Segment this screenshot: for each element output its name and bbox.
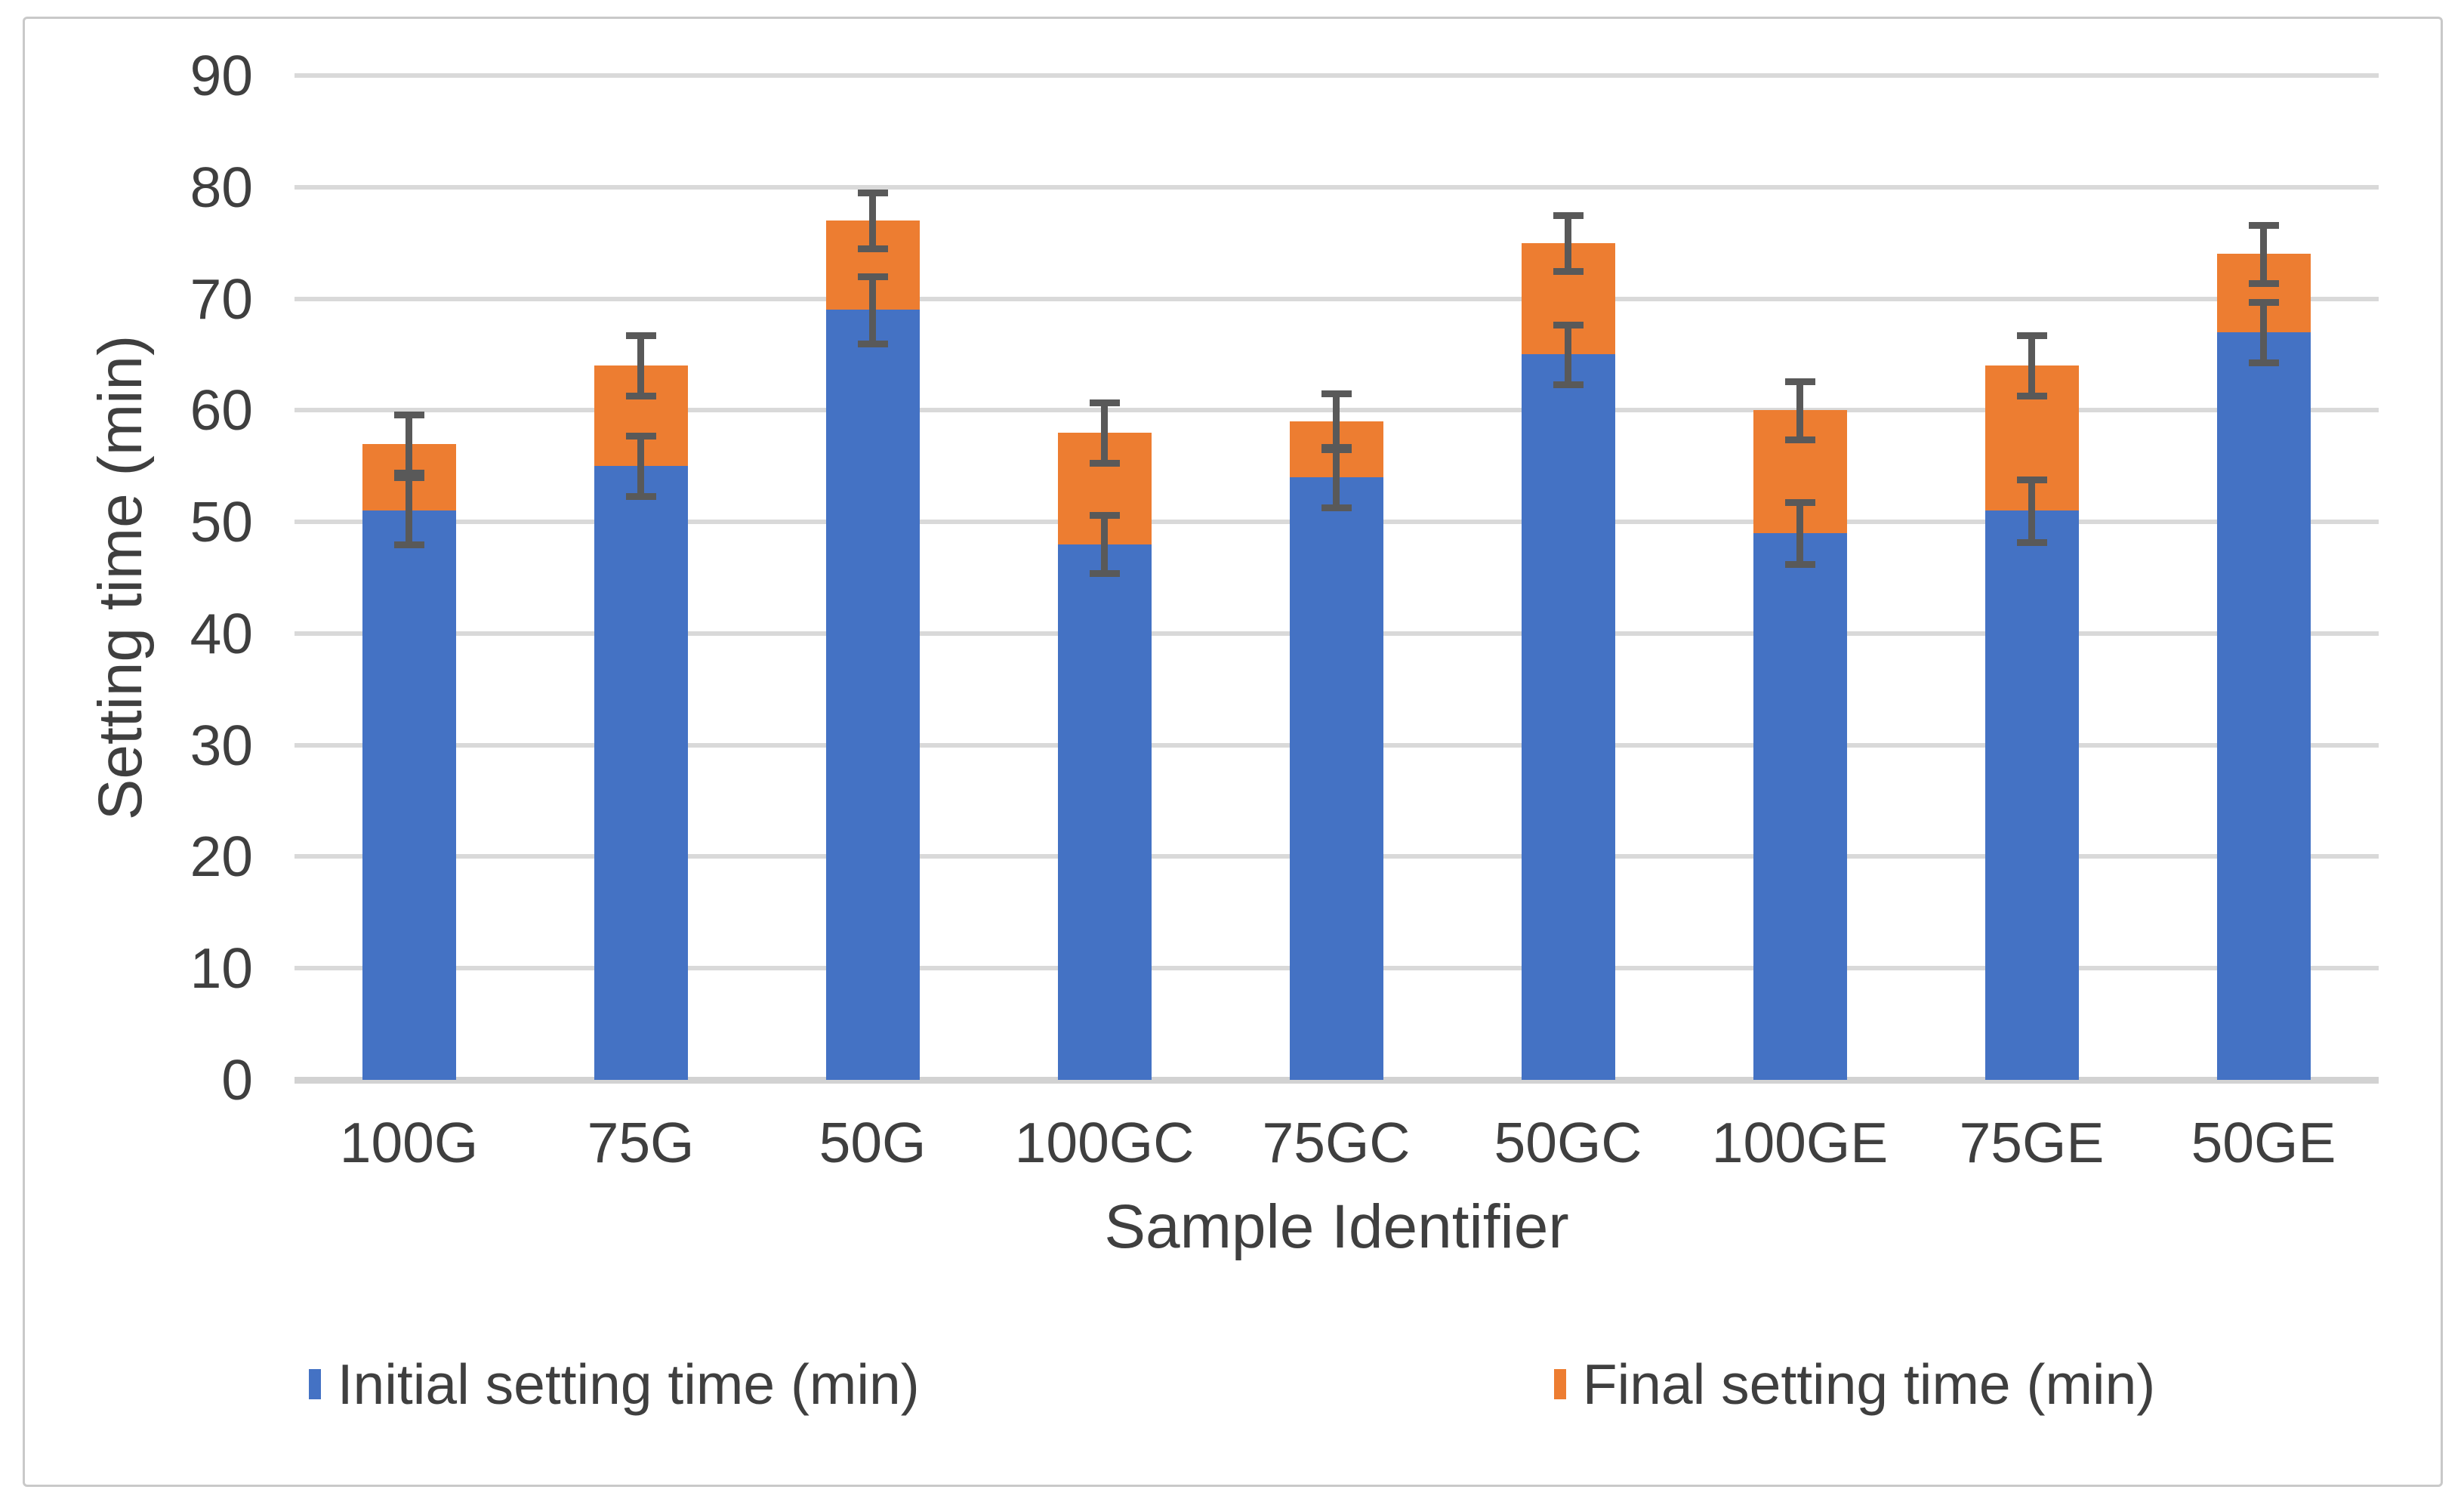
error-bar-50GC-final-cap-bottom xyxy=(1553,267,1584,275)
error-bar-75GC-initial-line xyxy=(1333,447,1340,507)
error-bar-75G-final-cap-bottom xyxy=(625,393,656,400)
bar-50GE-initial-segment xyxy=(2216,332,2311,1080)
x-tick-label-50G: 50G xyxy=(819,1111,927,1174)
bar-100GE-initial-segment xyxy=(1753,532,1847,1080)
error-bar-100G-final-line xyxy=(406,415,412,473)
error-bar-75GE-initial-cap-top xyxy=(2016,476,2047,483)
y-tick-label: 20 xyxy=(190,825,253,889)
error-bar-75G-initial-line xyxy=(637,436,644,497)
legend-swatch-icon xyxy=(1553,1369,1566,1399)
x-tick-label-50GE: 50GE xyxy=(2191,1111,2336,1174)
error-bar-100GE-final-line xyxy=(1796,381,1803,439)
error-bar-75G-initial-cap-top xyxy=(625,433,656,440)
error-bar-50GE-initial-line xyxy=(2260,301,2267,362)
error-bar-100G-initial-cap-top xyxy=(393,474,424,481)
figure-border xyxy=(23,17,2443,1487)
bar-75G-initial-segment xyxy=(594,466,688,1080)
error-bar-50GE-final-cap-top xyxy=(2248,222,2279,230)
legend-label: Initial setting time (min) xyxy=(337,1352,920,1416)
error-bar-100GE-initial-line xyxy=(1796,501,1803,565)
error-bar-75GC-initial-cap-bottom xyxy=(1321,504,1352,511)
bar-75GC-initial-segment xyxy=(1289,477,1383,1080)
error-bar-100GE-final-cap-top xyxy=(1784,378,1815,385)
error-bar-50G-final-cap-top xyxy=(857,190,888,197)
error-bar-75GC-final-line xyxy=(1333,393,1340,450)
error-bar-50G-final-cap-bottom xyxy=(857,245,888,253)
y-tick-label: 30 xyxy=(190,713,253,777)
legend-swatch-icon xyxy=(308,1369,321,1399)
x-tick-label-100G: 100G xyxy=(339,1111,479,1174)
error-bar-100GC-initial-cap-top xyxy=(1089,512,1120,520)
x-tick-label-75GE: 75GE xyxy=(1959,1111,2105,1174)
error-bar-50GE-final-cap-bottom xyxy=(2248,279,2279,287)
error-bar-100GE-final-cap-bottom xyxy=(1784,436,1815,443)
y-tick-label: 90 xyxy=(190,44,253,107)
error-bar-75GE-final-line xyxy=(2028,335,2035,396)
error-bar-50GC-final-line xyxy=(1565,214,1571,271)
error-bar-75GE-initial-cap-bottom xyxy=(2016,538,2047,546)
x-axis-title: Sample Identifier xyxy=(1104,1192,1569,1261)
legend: Initial setting time (min) Final setting … xyxy=(0,1352,2464,1417)
y-tick-label: 0 xyxy=(221,1048,253,1112)
error-bar-75GE-final-cap-top xyxy=(2016,332,2047,340)
error-bar-75G-final-cap-top xyxy=(625,332,656,340)
gridline xyxy=(295,296,2379,301)
error-bar-50GC-initial-cap-top xyxy=(1553,321,1584,328)
y-tick-label: 40 xyxy=(190,601,253,665)
error-bar-100G-final-cap-bottom xyxy=(393,470,424,477)
x-tick-label-50GC: 50GC xyxy=(1494,1111,1642,1174)
y-tick-label: 60 xyxy=(190,378,253,443)
error-bar-75GE-final-cap-bottom xyxy=(2016,393,2047,400)
y-tick-label: 50 xyxy=(190,490,253,554)
error-bar-100GE-initial-cap-bottom xyxy=(1784,561,1815,569)
y-tick-label: 70 xyxy=(190,267,253,331)
error-bar-75GE-initial-line xyxy=(2028,479,2035,542)
error-bar-100GC-final-cap-bottom xyxy=(1089,459,1120,467)
error-bar-50G-initial-line xyxy=(869,276,876,344)
error-bar-75G-final-line xyxy=(637,335,644,396)
error-bar-50GE-final-line xyxy=(2260,225,2267,283)
error-bar-100G-final-cap-top xyxy=(393,412,424,419)
y-tick-label: 80 xyxy=(190,155,253,219)
error-bar-50GC-final-cap-top xyxy=(1553,211,1584,219)
error-bar-50G-initial-cap-bottom xyxy=(857,340,888,347)
error-bar-100GC-initial-line xyxy=(1101,515,1108,574)
bar-75GE-initial-segment xyxy=(1984,510,2079,1080)
gridline xyxy=(295,73,2379,78)
x-tick-label-100GE: 100GE xyxy=(1711,1111,1889,1174)
legend-item: Final setting time (min) xyxy=(1553,1352,2156,1417)
bar-100GC-initial-segment xyxy=(1057,544,1152,1080)
error-bar-75G-initial-cap-bottom xyxy=(625,493,656,501)
error-bar-50G-final-line xyxy=(869,193,876,249)
bar-100G-initial-segment xyxy=(362,510,456,1080)
error-bar-50GE-initial-cap-top xyxy=(2248,298,2279,306)
error-bar-75GC-initial-cap-top xyxy=(1321,444,1352,452)
error-bar-50GE-initial-cap-bottom xyxy=(2248,359,2279,366)
bar-50G-initial-segment xyxy=(825,310,920,1080)
error-bar-100G-initial-cap-bottom xyxy=(393,541,424,548)
error-bar-50GC-initial-cap-bottom xyxy=(1553,381,1584,389)
legend-item: Initial setting time (min) xyxy=(308,1352,920,1417)
x-tick-label-75GC: 75GC xyxy=(1262,1111,1411,1174)
x-tick-label-75G: 75G xyxy=(587,1111,695,1174)
error-bar-100GE-initial-cap-top xyxy=(1784,498,1815,506)
y-tick-label: 10 xyxy=(190,936,253,1001)
legend-label: Final setting time (min) xyxy=(1582,1352,2156,1416)
error-bar-50GC-initial-line xyxy=(1565,324,1571,385)
error-bar-100GC-final-line xyxy=(1101,402,1108,463)
error-bar-100GC-final-cap-top xyxy=(1089,399,1120,406)
error-bar-100GC-initial-cap-bottom xyxy=(1089,570,1120,578)
bar-50GC-initial-segment xyxy=(1521,354,1615,1080)
gridline xyxy=(295,184,2379,190)
gridline xyxy=(295,1077,2379,1084)
error-bar-50G-initial-cap-top xyxy=(857,273,888,280)
x-tick-label-100GC: 100GC xyxy=(1014,1111,1195,1174)
error-bar-75GC-final-cap-top xyxy=(1321,390,1352,398)
error-bar-100G-initial-line xyxy=(406,477,412,544)
